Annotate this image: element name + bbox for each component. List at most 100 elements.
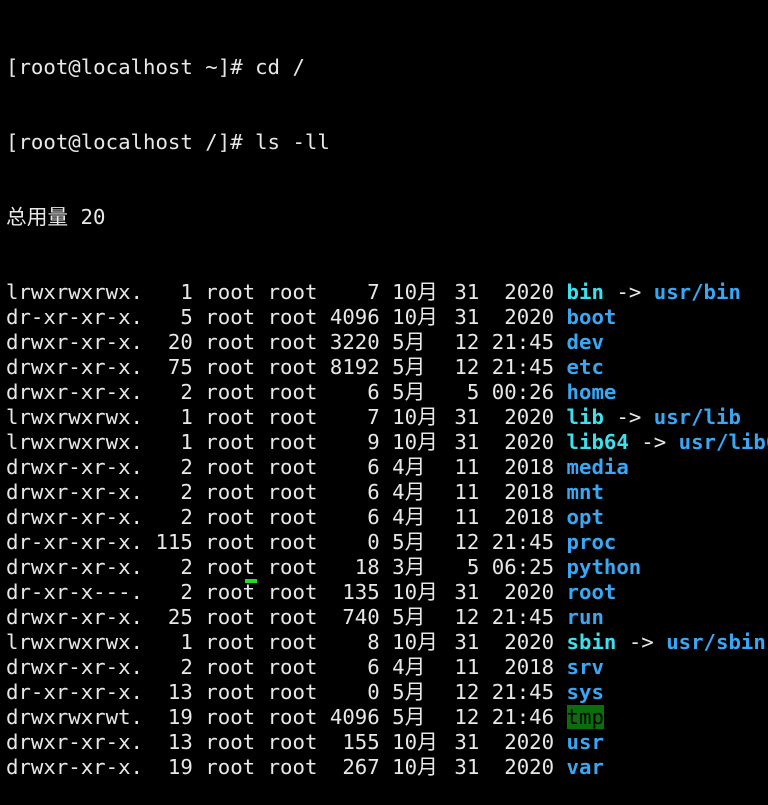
owner: root xyxy=(205,755,256,779)
permissions: dr-xr-x---. xyxy=(6,580,144,604)
permissions: drwxr-xr-x. xyxy=(6,330,144,354)
ls-row: drwxr-xr-x. 19 root root 267 10月 31 2020… xyxy=(6,755,604,779)
link-target: usr/lib64 xyxy=(678,430,768,454)
file-name: var xyxy=(566,755,604,779)
group: root xyxy=(267,605,318,629)
month: 4月 xyxy=(392,505,426,529)
month: 5月 xyxy=(392,330,426,354)
month: 5月 xyxy=(392,680,426,704)
permissions: drwxr-xr-x. xyxy=(6,455,144,479)
terminal-cursor xyxy=(245,579,257,583)
group: root xyxy=(267,355,318,379)
link-target: usr/lib xyxy=(653,405,741,429)
group: root xyxy=(267,505,318,529)
permissions: drwxr-xr-x. xyxy=(6,505,144,529)
permissions: drwxr-xr-x. xyxy=(6,730,144,754)
group: root xyxy=(267,330,318,354)
ls-row: dr-xr-xr-x. 5 root root 4096 10月 31 2020… xyxy=(6,305,617,329)
ls-row: drwxr-xr-x. 2 root root 6 4月 11 2018 srv xyxy=(6,655,604,679)
permissions: drwxr-xr-x. xyxy=(6,380,144,404)
permissions: drwxr-xr-x. xyxy=(6,480,144,504)
owner: root xyxy=(205,605,256,629)
group: root xyxy=(267,480,318,504)
file-name: mnt xyxy=(566,480,604,504)
owner: root xyxy=(205,455,256,479)
permissions: dr-xr-xr-x. xyxy=(6,530,144,554)
ls-row: dr-xr-xr-x. 115 root root 0 5月 12 21:45 … xyxy=(6,530,617,554)
month: 4月 xyxy=(392,655,426,679)
month: 10月 xyxy=(392,630,438,654)
ls-row: lrwxrwxrwx. 1 root root 7 10月 31 2020 li… xyxy=(6,405,741,429)
month: 5月 xyxy=(392,380,426,404)
month: 4月 xyxy=(392,480,426,504)
month: 10月 xyxy=(392,405,438,429)
ls-row: drwxr-xr-x. 20 root root 3220 5月 12 21:4… xyxy=(6,330,604,354)
ls-row: lrwxrwxrwx. 1 root root 7 10月 31 2020 bi… xyxy=(6,280,741,304)
group: root xyxy=(267,380,318,404)
file-name: media xyxy=(566,455,629,479)
owner: root xyxy=(205,430,256,454)
permissions: drwxrwxrwt. xyxy=(6,705,144,729)
file-name: etc xyxy=(566,355,604,379)
group: root xyxy=(267,730,318,754)
owner: root xyxy=(205,505,256,529)
ls-row: drwxrwxrwt. 19 root root 4096 5月 12 21:4… xyxy=(6,705,604,729)
file-name: lib64 xyxy=(566,430,629,454)
ls-row: dr-xr-xr-x. 13 root root 0 5月 12 21:45 s… xyxy=(6,680,604,704)
month: 5月 xyxy=(392,355,426,379)
file-name: tmp xyxy=(566,705,604,729)
ls-row: drwxr-xr-x. 2 root root 6 4月 11 2018 opt xyxy=(6,505,604,529)
month: 10月 xyxy=(392,305,438,329)
terminal-output[interactable]: [root@localhost ~]# cd / [root@localhost… xyxy=(6,5,768,805)
ls-row: drwxr-xr-x. 2 root root 6 4月 11 2018 mnt xyxy=(6,480,604,504)
permissions: dr-xr-xr-x. xyxy=(6,680,144,704)
file-name: dev xyxy=(566,330,604,354)
group: root xyxy=(267,705,318,729)
permissions: drwxr-xr-x. xyxy=(6,755,144,779)
owner: root xyxy=(205,380,256,404)
file-name: home xyxy=(566,380,617,404)
ls-row: drwxr-xr-x. 75 root root 8192 5月 12 21:4… xyxy=(6,355,604,379)
owner: root xyxy=(205,405,256,429)
file-name: python xyxy=(566,555,642,579)
owner: root xyxy=(205,330,256,354)
ls-listing: lrwxrwxrwx. 1 root root 7 10月 31 2020 bi… xyxy=(6,280,768,780)
month: 5月 xyxy=(392,705,426,729)
permissions: lrwxrwxrwx. xyxy=(6,280,144,304)
month: 4月 xyxy=(392,455,426,479)
group: root xyxy=(267,405,318,429)
owner: root xyxy=(205,580,256,604)
owner: root xyxy=(205,355,256,379)
month: 10月 xyxy=(392,580,438,604)
file-name: proc xyxy=(566,530,617,554)
ls-row: drwxr-xr-x. 2 root root 6 5月 5 00:26 hom… xyxy=(6,380,617,404)
owner: root xyxy=(205,555,256,579)
ls-row: drwxr-xr-x. 2 root root 18 3月 5 06:25 py… xyxy=(6,555,642,579)
ls-row: lrwxrwxrwx. 1 root root 9 10月 31 2020 li… xyxy=(6,430,768,455)
owner: root xyxy=(205,730,256,754)
month: 5月 xyxy=(392,605,426,629)
group: root xyxy=(267,280,318,304)
permissions: drwxr-xr-x. xyxy=(6,355,144,379)
month: 10月 xyxy=(392,430,438,454)
file-name: run xyxy=(566,605,604,629)
ls-row: lrwxrwxrwx. 1 root root 8 10月 31 2020 sb… xyxy=(6,630,766,654)
owner: root xyxy=(205,655,256,679)
permissions: lrwxrwxrwx. xyxy=(6,630,144,654)
group: root xyxy=(267,430,318,454)
command-line: [root@localhost /]# ls -ll xyxy=(6,130,330,154)
owner: root xyxy=(205,680,256,704)
owner: root xyxy=(205,305,256,329)
file-name: opt xyxy=(566,505,604,529)
group: root xyxy=(267,555,318,579)
file-name: srv xyxy=(566,655,604,679)
owner: root xyxy=(205,280,256,304)
file-name: bin xyxy=(566,280,604,304)
group: root xyxy=(267,455,318,479)
ls-row: drwxr-xr-x. 25 root root 740 5月 12 21:45… xyxy=(6,605,604,629)
group: root xyxy=(267,655,318,679)
file-name: usr xyxy=(566,730,604,754)
ls-row: drwxr-xr-x. 13 root root 155 10月 31 2020… xyxy=(6,730,604,754)
owner: root xyxy=(205,530,256,554)
permissions: drwxr-xr-x. xyxy=(6,555,144,579)
